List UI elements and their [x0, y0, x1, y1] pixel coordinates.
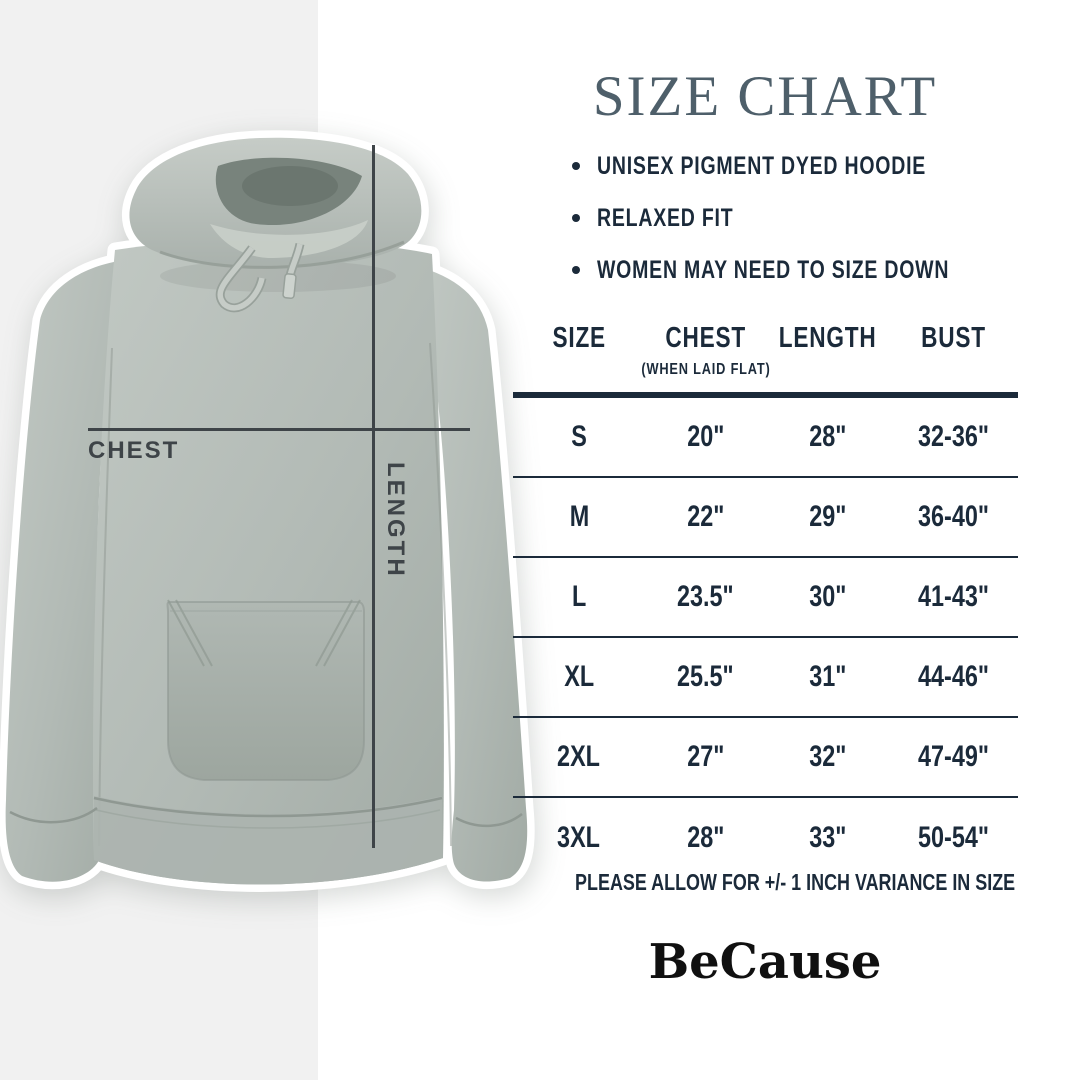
cell-bust: 50-54"	[918, 821, 989, 854]
cell-bust: 44-46"	[918, 660, 989, 693]
cell-length: 28"	[808, 420, 847, 453]
drawstring-aglet	[282, 273, 297, 300]
drawstrings	[215, 242, 305, 313]
cell-chest: 23.5"	[677, 580, 734, 613]
bullet-icon	[572, 266, 580, 274]
table-row: 2XL 27" 32" 47-49"	[513, 718, 1018, 798]
cell-size: 2XL	[557, 740, 601, 773]
chest-column-note: (WHEN LAID FLAT)	[640, 361, 771, 378]
cell-chest: 20"	[686, 420, 725, 453]
bullet-icon	[572, 162, 580, 170]
feature-item: RELAXED FIT	[572, 203, 1049, 232]
cell-chest: 27"	[686, 740, 725, 773]
column-header-length: LENGTH	[778, 322, 877, 354]
column-header-size: SIZE	[552, 322, 606, 354]
table-row: 3XL 28" 33" 50-54"	[513, 798, 1018, 878]
cell-size: L	[571, 580, 587, 613]
chest-measure-line	[88, 428, 470, 431]
feature-list: UNISEX PIGMENT DYED HOODIE RELAXED FIT W…	[572, 151, 1049, 309]
column-header-bust: BUST	[921, 322, 986, 354]
size-table-header: SIZE CHEST (WHEN LAID FLAT) LENGTH BUST	[513, 312, 1018, 398]
feature-text: RELAXED FIT	[597, 203, 734, 232]
length-measure-line	[372, 145, 375, 848]
hoodie-product-photo	[0, 130, 535, 892]
kangaroo-pocket	[166, 601, 365, 781]
variance-note: PLEASE ALLOW FOR +/- 1 INCH VARIANCE IN …	[575, 869, 1016, 895]
size-table: SIZE CHEST (WHEN LAID FLAT) LENGTH BUST …	[513, 312, 1018, 878]
chest-measure-label: CHEST	[88, 437, 180, 464]
feature-item: UNISEX PIGMENT DYED HOODIE	[572, 151, 1049, 180]
cell-bust: 41-43"	[918, 580, 989, 613]
right-sleeve	[415, 266, 528, 882]
waistband	[94, 796, 443, 885]
length-measure-label: LENGTH	[382, 462, 409, 579]
table-row: M 22" 29" 36-40"	[513, 478, 1018, 558]
hoodie-body-shapes	[5, 239, 528, 885]
table-row: XL 25.5" 31" 44-46"	[513, 638, 1018, 718]
hood	[129, 137, 422, 313]
left-cuff-seam	[9, 807, 98, 824]
cell-size: XL	[564, 660, 594, 693]
cell-length: 29"	[808, 500, 847, 533]
cell-length: 30"	[808, 580, 847, 613]
cell-length: 33"	[808, 821, 847, 854]
cell-size: S	[571, 420, 587, 453]
feature-item: WOMEN MAY NEED TO SIZE DOWN	[572, 255, 1049, 284]
cell-size: M	[569, 500, 589, 533]
feature-text: WOMEN MAY NEED TO SIZE DOWN	[597, 255, 950, 284]
cell-length: 31"	[808, 660, 847, 693]
cell-length: 32"	[808, 740, 847, 773]
table-row: L 23.5" 30" 41-43"	[513, 558, 1018, 638]
cell-chest: 22"	[686, 500, 725, 533]
cell-bust: 47-49"	[918, 740, 989, 773]
cell-size: 3XL	[557, 821, 601, 854]
table-row: S 20" 28" 32-36"	[513, 398, 1018, 478]
cell-chest: 25.5"	[677, 660, 734, 693]
brand-logo: BeCause	[648, 934, 882, 990]
column-header-chest: CHEST (WHEN LAID FLAT)	[640, 322, 771, 378]
right-cuff-seam	[455, 813, 523, 828]
bullet-icon	[572, 214, 580, 222]
cell-bust: 32-36"	[918, 420, 989, 453]
cell-bust: 36-40"	[918, 500, 989, 533]
cell-chest: 28"	[686, 821, 725, 854]
page-title: SIZE CHART	[592, 65, 938, 128]
feature-text: UNISEX PIGMENT DYED HOODIE	[597, 151, 927, 180]
